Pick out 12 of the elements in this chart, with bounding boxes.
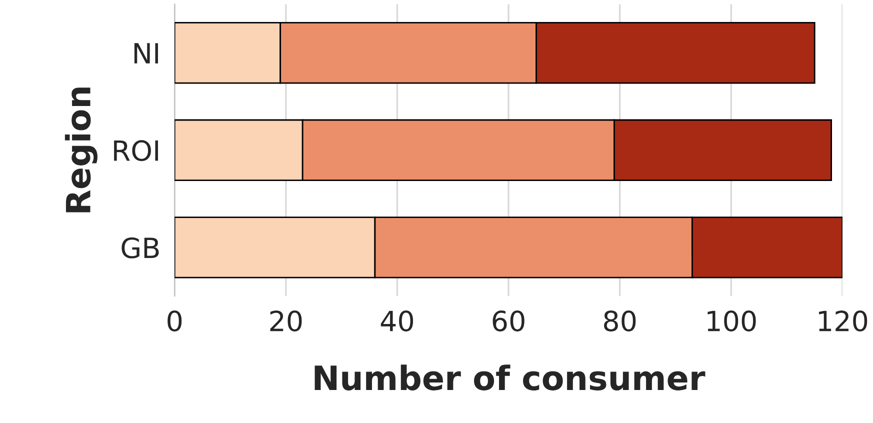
- y-tick-label: NI: [134, 43, 158, 64]
- x-tick-label: 0: [168, 310, 182, 332]
- x-tick-label: 120: [818, 310, 868, 332]
- y-axis-title: Region: [64, 88, 98, 212]
- x-axis-title: Number of consumer: [314, 364, 706, 390]
- x-tick-label: 100: [708, 310, 756, 332]
- y-tick-label: GB: [122, 237, 159, 258]
- x-tick-label: 60: [492, 310, 524, 332]
- x-tick-label: 80: [604, 310, 636, 332]
- x-tick-label: 20: [270, 310, 302, 332]
- x-tick-label: 40: [380, 310, 414, 332]
- y-tick-label: ROI: [114, 140, 158, 162]
